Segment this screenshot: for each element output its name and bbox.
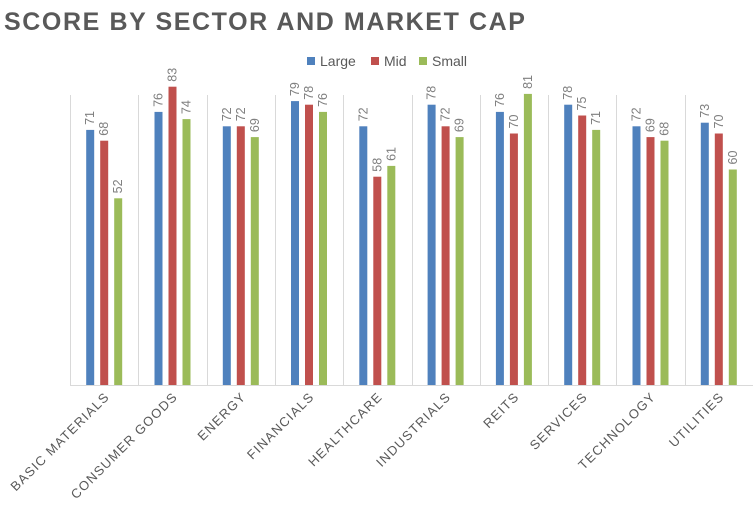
x-tick-label: INDUSTRIALS — [373, 389, 454, 470]
bar-large — [154, 111, 163, 386]
data-label: 69 — [453, 118, 467, 132]
data-label: 83 — [166, 68, 180, 82]
data-label: 68 — [658, 122, 672, 136]
bar-small — [728, 169, 737, 386]
data-label: 71 — [589, 111, 603, 125]
bars — [86, 86, 737, 386]
data-label: 70 — [712, 115, 726, 129]
data-label: 72 — [234, 107, 248, 121]
x-tick-label: FINANCIALS — [244, 389, 317, 462]
legend-label-large: Large — [320, 53, 356, 69]
bar-mid — [100, 140, 109, 386]
bar-mid — [578, 115, 587, 386]
x-tick-label: SERVICES — [527, 389, 591, 453]
data-label: 68 — [97, 122, 111, 136]
bar-large — [86, 129, 95, 386]
chart-title: SCORE BY SECTOR AND MARKET CAP — [4, 8, 527, 36]
data-label: 69 — [644, 118, 658, 132]
legend-swatch-large — [307, 57, 315, 65]
data-label: 75 — [575, 97, 589, 111]
data-label: 78 — [302, 86, 316, 100]
bar-large — [700, 122, 709, 386]
data-label: 70 — [507, 115, 521, 129]
data-label: 52 — [111, 179, 125, 193]
bar-small — [114, 198, 123, 386]
legend: Large Mid Small — [307, 53, 467, 69]
data-label: 60 — [726, 151, 740, 165]
legend-label-mid: Mid — [384, 53, 407, 69]
data-label: 61 — [384, 147, 398, 161]
data-label: 71 — [83, 111, 97, 125]
bar-mid — [714, 133, 723, 386]
data-label: 79 — [288, 82, 302, 96]
bar-small — [455, 137, 464, 386]
bar-mid — [168, 86, 177, 386]
bar-large — [291, 101, 299, 386]
x-tick-label: REITS — [480, 389, 522, 431]
legend-label-small: Small — [432, 53, 467, 69]
data-label: 73 — [698, 104, 712, 118]
data-label: 72 — [356, 107, 370, 121]
data-label: 76 — [493, 93, 507, 107]
category-gridlines — [70, 95, 686, 386]
data-label: 78 — [425, 86, 439, 100]
bar-mid — [305, 104, 313, 386]
legend-swatch-mid — [371, 57, 379, 65]
data-label: 81 — [521, 75, 535, 89]
data-label: 72 — [630, 107, 644, 121]
bar-small — [182, 119, 191, 386]
bar-large — [222, 126, 231, 386]
bar-mid — [646, 137, 655, 386]
bar-mid — [373, 176, 382, 386]
data-label: 78 — [561, 86, 575, 100]
bar-large — [427, 104, 436, 386]
bar-mid — [236, 126, 245, 386]
bar-mid — [441, 126, 450, 386]
data-label: 72 — [439, 107, 453, 121]
x-tick-label: HEALTHCARE — [305, 389, 385, 469]
data-label: 76 — [152, 93, 166, 107]
bar-small — [250, 137, 259, 386]
bar-mid — [509, 133, 518, 386]
data-label: 69 — [248, 118, 262, 132]
legend-swatch-small — [419, 57, 427, 65]
data-label: 74 — [180, 100, 194, 114]
bar-small — [387, 165, 396, 386]
bar-large — [632, 126, 641, 386]
bar-small — [319, 111, 327, 386]
data-label: 76 — [316, 93, 330, 107]
data-label: 58 — [370, 158, 384, 172]
data-label: 72 — [220, 107, 234, 121]
bar-small — [592, 129, 601, 386]
bar-small — [523, 93, 532, 386]
x-tick-label: ENERGY — [194, 389, 249, 444]
bar-large — [564, 104, 573, 386]
bar-small — [660, 140, 669, 386]
x-tick-label: UTILITIES — [666, 389, 727, 450]
bar-large — [495, 111, 504, 386]
bar-large — [359, 126, 368, 386]
